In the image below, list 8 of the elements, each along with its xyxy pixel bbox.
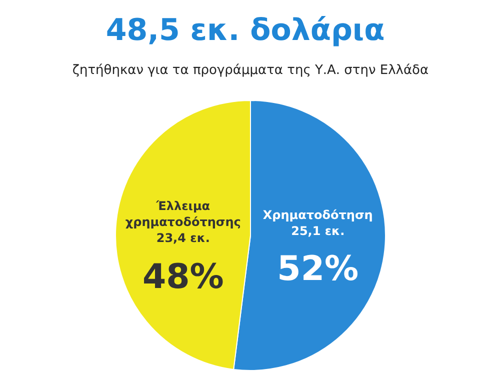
- chart-subtitle: ζητήθηκαν για τα προγράμματα της Υ.Α. στην Ελλάδα: [72, 63, 429, 78]
- text: 25,1 εκ.: [291, 224, 345, 238]
- slice-label: Έλλειμα χρηματοδότησης: [125, 198, 241, 229]
- data-label: 52%: [277, 249, 359, 290]
- slice-label: Χρηματοδότηση: [262, 208, 373, 222]
- data-label: 48%: [142, 256, 224, 297]
- chart-title: 48,5 εκ. δολάρια: [106, 13, 385, 48]
- text: 23,4 εκ.: [156, 230, 210, 245]
